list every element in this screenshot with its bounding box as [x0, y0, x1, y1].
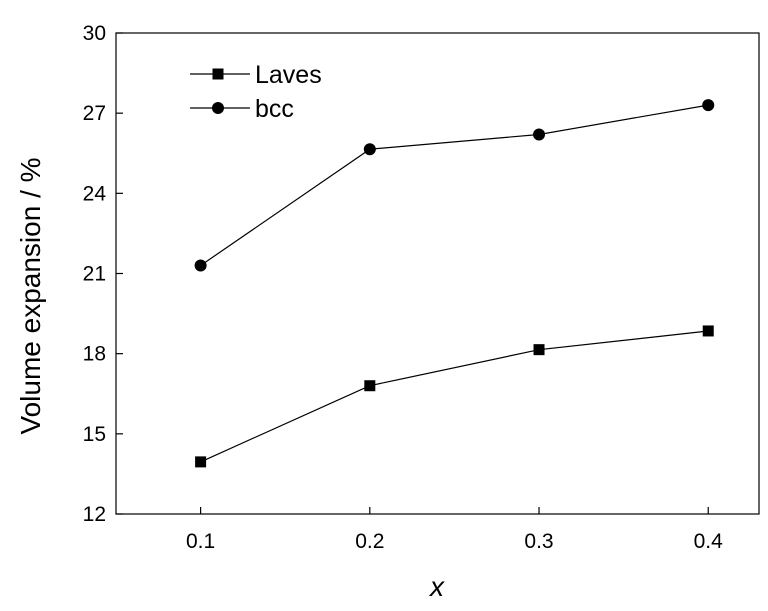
series-line-bcc — [200, 104, 709, 266]
legend-item-bcc: bcc — [190, 95, 294, 123]
plot-frame — [115, 32, 760, 515]
y-axis-label: Volume expansion / % — [15, 157, 46, 434]
data-series — [194, 99, 715, 468]
data-point-laves — [533, 344, 545, 356]
series-laves — [195, 325, 714, 468]
data-point-bcc — [363, 143, 376, 156]
data-point-laves — [195, 456, 207, 468]
x-tick-label: 0.4 — [694, 530, 724, 553]
series-line-laves — [200, 330, 709, 463]
series-bcc — [194, 99, 715, 272]
data-point-bcc — [533, 128, 546, 141]
data-point-laves — [702, 325, 714, 337]
data-point-bcc — [194, 259, 207, 272]
y-tick-label: 21 — [83, 263, 106, 286]
legend-marker-bcc — [212, 102, 224, 114]
legend-item-laves: Laves — [190, 61, 322, 89]
x-tick-label: 0.3 — [524, 530, 553, 553]
y-tick-label: 27 — [83, 102, 106, 125]
y-tick-label: 15 — [83, 423, 106, 446]
data-point-laves — [364, 380, 376, 392]
data-point-bcc — [702, 99, 715, 112]
x-tick-label: 0.1 — [186, 530, 215, 553]
axis-ticks: 12 15 18 21 24 27 30 0.1 0.2 0.3 0.4 — [83, 22, 724, 553]
legend-label-laves: Laves — [255, 61, 322, 89]
y-tick-label: 30 — [83, 22, 106, 45]
y-tick-label: 24 — [83, 182, 107, 205]
y-tick-label: 18 — [83, 343, 106, 366]
legend: Laves bcc — [190, 61, 322, 123]
x-axis-label: x — [428, 571, 445, 602]
axes — [115, 32, 760, 515]
legend-label-bcc: bcc — [255, 95, 294, 123]
legend-marker-laves — [212, 68, 224, 80]
x-tick-label: 0.2 — [355, 530, 384, 553]
y-tick-label: 12 — [83, 503, 106, 526]
